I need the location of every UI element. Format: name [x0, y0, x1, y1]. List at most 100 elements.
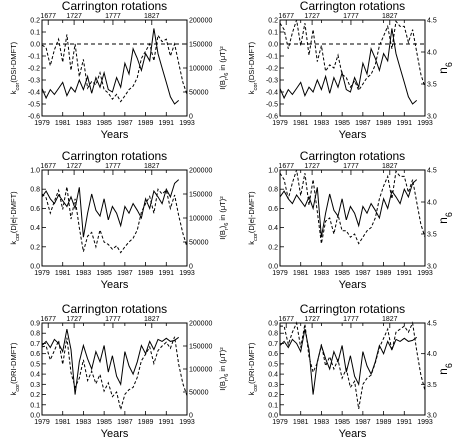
solid-series-line: [41, 28, 180, 105]
y-tick-label: -0.5: [266, 102, 278, 109]
y2-tick-label: 3.0: [427, 413, 437, 420]
y-axis-label: kcor(D|e|-DMFT): [9, 191, 21, 245]
rotation-tick-label: 1827: [382, 13, 398, 20]
solid-series-line: [41, 329, 180, 395]
y2-tick-label: 4.0: [427, 50, 437, 57]
y-tick-label: -0.2: [266, 66, 278, 73]
x-tick-label: 1987: [355, 120, 371, 127]
y-tick-label: 0.7: [268, 341, 278, 348]
y2-tick-label: 150000: [189, 42, 212, 49]
dashed-series-line: [41, 336, 188, 410]
dashed-series-line: [280, 321, 426, 409]
dashed-series-line: [41, 34, 188, 103]
y-axis-label: kcor(D|e|-DMFT): [247, 191, 259, 245]
y2-tick-label: 3.0: [427, 264, 437, 271]
y-tick-label: 0.4: [30, 225, 40, 232]
y-tick-label: 0.6: [268, 206, 278, 213]
rotation-tick-label: 1827: [144, 163, 160, 170]
x-tick-label: 1989: [376, 270, 392, 277]
y-axis-label: kcor(DRI-DMFT): [9, 342, 21, 395]
x-tick-label: 1979: [272, 270, 288, 277]
y2-tick-label: 3.5: [427, 382, 437, 389]
y-tick-label: -0.2: [28, 66, 40, 73]
rotation-tick-label: 1677: [40, 13, 56, 20]
x-tick-label: 1991: [396, 419, 412, 426]
x-tick-label: 1981: [55, 270, 71, 277]
y2-tick-label: 4.5: [427, 168, 437, 175]
x-tick-label: 1985: [334, 270, 350, 277]
y2-tick-label: 4.0: [427, 200, 437, 207]
y-tick-label: 0.7: [30, 341, 40, 348]
y-tick-label: 0.2: [30, 244, 40, 251]
chart-title: Carrington rotations: [62, 0, 167, 13]
x-tick-label: 1987: [355, 419, 371, 426]
rotation-tick-label: 1677: [278, 163, 294, 170]
x-tick-label: 1993: [417, 419, 433, 426]
x-tick-label: 1989: [376, 120, 392, 127]
chart-title: Carrington rotations: [300, 149, 405, 163]
x-tick-label: 1993: [179, 120, 195, 127]
x-tick-label: 1979: [272, 120, 288, 127]
y-tick-label: 0.0: [268, 413, 278, 420]
y-tick-label: 0.9: [268, 321, 278, 328]
x-tick-label: 1993: [179, 419, 195, 426]
y2-tick-label: 3.0: [427, 114, 437, 121]
plot-frame: [279, 322, 426, 416]
x-tick-label: 1983: [76, 270, 92, 277]
y-tick-label: -0.3: [266, 78, 278, 85]
y-tick-label: -0.1: [266, 54, 278, 61]
x-axis-label: Years: [339, 279, 367, 291]
y-tick-label: 0.6: [30, 351, 40, 358]
y2-tick-label: 4.5: [427, 321, 437, 328]
plot-frame: [41, 322, 188, 416]
rotation-tick-label: 1827: [144, 316, 160, 323]
y-tick-label: 0.3: [268, 382, 278, 389]
y2-tick-label: 0: [189, 413, 193, 420]
y-axis-label: kcor(DSI-DMFT): [247, 41, 259, 94]
x-tick-label: 1991: [396, 270, 412, 277]
solid-series-line: [41, 179, 180, 238]
y2-tick-label: 4.5: [427, 18, 437, 25]
x-tick-label: 1987: [355, 270, 371, 277]
y-tick-label: 0.8: [268, 187, 278, 194]
x-tick-label: 1989: [138, 419, 154, 426]
x-tick-label: 1979: [34, 419, 50, 426]
rotation-tick-label: 1777: [343, 316, 359, 323]
y-tick-label: 0.5: [30, 361, 40, 368]
y-tick-label: -0.1: [28, 54, 40, 61]
rotation-tick-label: 1777: [105, 163, 121, 170]
x-tick-label: 1991: [158, 270, 174, 277]
y2-tick-label: 0: [189, 264, 193, 271]
y-tick-label: 0.0: [30, 42, 40, 49]
y2-tick-label: 4.0: [427, 351, 437, 358]
x-tick-label: 1983: [76, 419, 92, 426]
y-tick-label: -0.5: [28, 102, 40, 109]
y-tick-label: 0.9: [30, 321, 40, 328]
y-tick-label: 0.0: [30, 413, 40, 420]
dashed-series-line: [41, 186, 188, 254]
y-tick-label: 0.3: [30, 382, 40, 389]
y-tick-label: -0.6: [266, 114, 278, 121]
x-axis-label: Years: [339, 428, 367, 437]
x-tick-label: 1993: [417, 270, 433, 277]
y-tick-label: 0.0: [30, 264, 40, 271]
x-tick-label: 1991: [158, 120, 174, 127]
x-tick-label: 1987: [117, 270, 133, 277]
y-tick-label: 0.2: [268, 392, 278, 399]
y-tick-label: 0.2: [30, 18, 40, 25]
x-tick-label: 1989: [138, 270, 154, 277]
y2-axis-label: I(Br)6 in (μT)²: [218, 46, 230, 90]
y2-tick-label: 0: [189, 114, 193, 121]
rotation-tick-label: 1727: [304, 316, 320, 323]
y-tick-label: 0.1: [268, 402, 278, 409]
y-tick-label: 0.0: [268, 42, 278, 49]
y2-tick-label: 50000: [189, 240, 209, 247]
y-axis-label: kcor(DRI-DMFT): [247, 342, 259, 395]
x-tick-label: 1993: [179, 270, 195, 277]
x-tick-label: 1985: [96, 419, 112, 426]
x-tick-label: 1981: [55, 419, 71, 426]
y2-tick-label: 50000: [189, 390, 209, 397]
x-tick-label: 1981: [293, 120, 309, 127]
x-axis-label: Years: [101, 129, 129, 141]
